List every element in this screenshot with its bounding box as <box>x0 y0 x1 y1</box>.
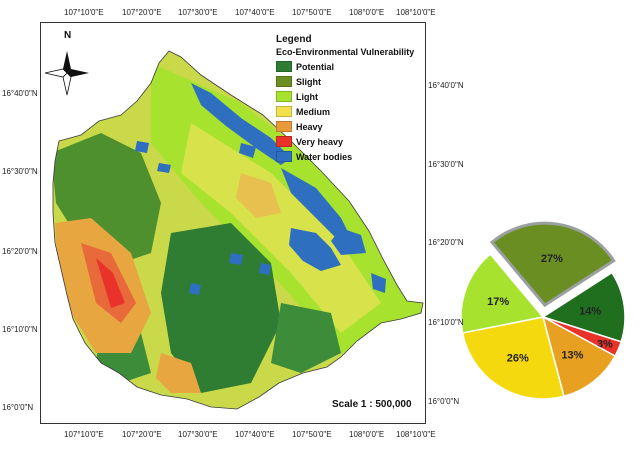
legend-label: Heavy <box>296 121 323 132</box>
legend-swatch <box>276 136 292 147</box>
x-tick-top: 107°50'0"E <box>292 8 332 17</box>
y-tick-right: 16°20'0"N <box>428 238 464 247</box>
legend-swatch <box>276 61 292 72</box>
pie-slice <box>541 315 617 398</box>
pie-slice <box>460 253 545 334</box>
north-label: N <box>64 30 72 41</box>
legend-subtitle: Eco-Environmental Vulnerability <box>276 47 415 57</box>
legend-label: Very heavy <box>296 136 344 147</box>
map-canvas[interactable] <box>41 23 425 423</box>
y-tick-left: 16°30'0"N <box>2 167 38 176</box>
pie-slice <box>541 271 626 343</box>
legend-swatch <box>276 76 292 87</box>
map-frame[interactable]: N <box>40 22 426 424</box>
y-tick-left: 16°40'0"N <box>2 89 38 98</box>
pie-chart: 27% 14% 3% 13% 26% 17% <box>460 221 626 400</box>
legend-swatch <box>276 106 292 117</box>
pie-slice-label: 13% <box>561 349 583 361</box>
legend-label: Potential <box>296 61 335 72</box>
x-tick-top: 107°30'0"E <box>178 8 218 17</box>
province-boundary <box>52 50 424 410</box>
x-tick-top: 108°0'0"E <box>349 8 385 17</box>
x-tick-top: 108°10'0"E <box>396 8 436 17</box>
pie-slice-label: 14% <box>579 306 601 318</box>
legend-item: Water bodies <box>276 149 436 164</box>
pie-slice-label: 26% <box>507 352 529 364</box>
map-legend: Legend Eco-Environmental Vulnerability P… <box>276 34 436 164</box>
scale-label: Scale 1 : 500,000 <box>332 399 412 410</box>
legend-title: Legend <box>276 34 312 45</box>
legend-swatch <box>276 121 292 132</box>
y-tick-left: 16°20'0"N <box>2 247 38 256</box>
legend-item: Very heavy <box>276 134 436 149</box>
y-tick-right: 16°30'0"N <box>428 160 464 169</box>
pie-slice-label: 17% <box>487 296 509 308</box>
x-tick-bottom: 108°0'0"E <box>349 430 385 439</box>
legend-swatch <box>276 151 292 162</box>
pie-slice <box>489 221 616 308</box>
legend-item: Medium <box>276 104 436 119</box>
legend-item: Potential <box>276 59 436 74</box>
x-tick-top: 107°20'0"E <box>122 8 162 17</box>
x-tick-bottom: 107°40'0"E <box>235 430 275 439</box>
legend-item: Light <box>276 89 436 104</box>
x-tick-bottom: 108°10'0"E <box>396 430 436 439</box>
x-tick-bottom: 107°20'0"E <box>122 430 162 439</box>
pie-slice-label: 27% <box>541 253 563 265</box>
pie-slice-label: 3% <box>597 338 613 350</box>
x-tick-top: 107°40'0"E <box>235 8 275 17</box>
y-tick-right: 16°10'0"N <box>428 318 464 327</box>
y-tick-left: 16°0'0"N <box>2 403 34 412</box>
legend-label: Medium <box>296 106 331 117</box>
pie-slice <box>461 316 565 400</box>
x-tick-top: 107°10'0"E <box>64 8 104 17</box>
y-tick-right: 16°40'0"N <box>428 81 464 90</box>
y-tick-left: 16°10'0"N <box>2 325 38 334</box>
x-tick-bottom: 107°50'0"E <box>292 430 332 439</box>
north-arrow-icon <box>44 51 89 96</box>
x-tick-bottom: 107°10'0"E <box>64 430 104 439</box>
legend-label: Slight <box>296 76 321 87</box>
legend-item: Heavy <box>276 119 436 134</box>
legend-item: Slight <box>276 74 436 89</box>
x-tick-bottom: 107°30'0"E <box>178 430 218 439</box>
y-tick-right: 16°0'0"N <box>428 397 460 406</box>
legend-label: Water bodies <box>296 151 353 162</box>
legend-label: Light <box>296 91 318 102</box>
legend-swatch <box>276 91 292 102</box>
